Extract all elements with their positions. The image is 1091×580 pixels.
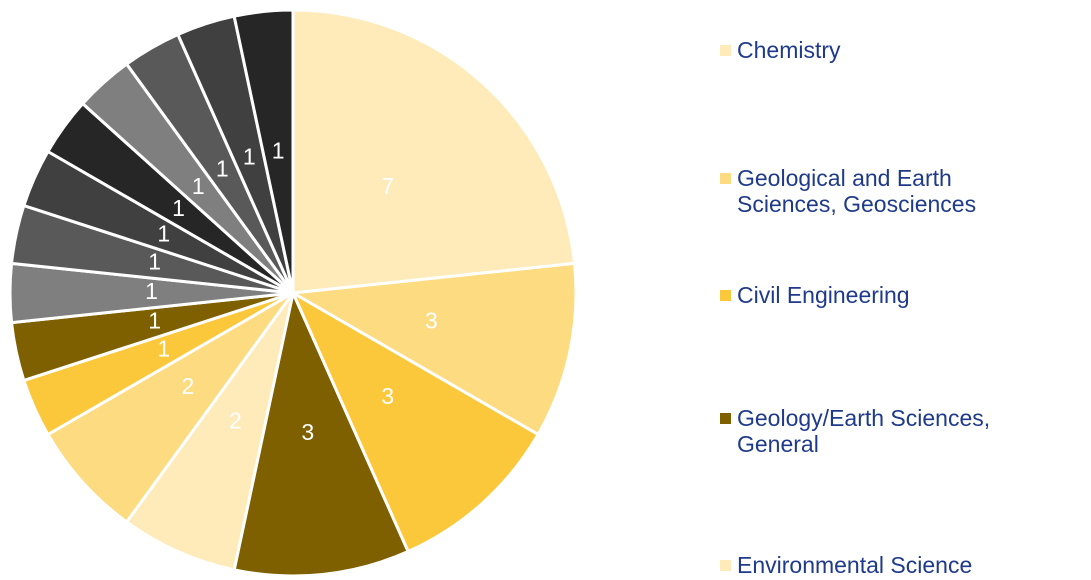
- legend-item: Civil Engineering: [720, 282, 1027, 308]
- legend-item: Geological and Earth Sciences, Geoscienc…: [720, 165, 1027, 217]
- data-label: 1: [243, 144, 256, 170]
- legend-item: Geology/Earth Sciences, General: [720, 405, 1027, 457]
- data-label: 1: [272, 137, 285, 163]
- pie-slice: [289, 289, 541, 554]
- pie-slice: [232, 288, 411, 578]
- legend-swatch: [720, 560, 731, 571]
- pie-slice: [288, 261, 578, 437]
- data-label: 3: [381, 383, 394, 409]
- legend-item: Environmental Science: [720, 552, 1027, 578]
- legend-item: Chemistry: [720, 37, 1027, 63]
- data-label: 1: [192, 173, 205, 199]
- legend-label: Civil Engineering: [737, 282, 910, 308]
- data-label: 2: [181, 373, 194, 399]
- data-label: 1: [145, 278, 158, 304]
- legend-label: Environmental Science: [737, 552, 973, 578]
- data-label: 3: [425, 307, 438, 333]
- data-label: 1: [148, 249, 161, 275]
- data-label: 3: [301, 419, 314, 445]
- data-label: 1: [172, 195, 185, 221]
- legend-swatch: [720, 45, 731, 56]
- pie-slice: [232, 8, 295, 294]
- legend-label: Geology/Earth Sciences, General: [737, 405, 991, 457]
- legend-swatch: [720, 413, 731, 424]
- pie-slice: [124, 292, 295, 572]
- data-label: 1: [157, 336, 170, 362]
- data-label: 1: [216, 156, 229, 182]
- legend-swatch: [720, 290, 731, 301]
- data-label: 7: [381, 173, 394, 199]
- data-label: 2: [229, 407, 242, 433]
- legend-swatch: [720, 173, 731, 184]
- legend-label: Geological and Earth Sciences, Geoscienc…: [737, 165, 977, 217]
- data-label: 1: [157, 221, 170, 247]
- pie-slice: [291, 8, 577, 295]
- data-label: 1: [148, 307, 161, 333]
- pie-slice: [45, 291, 295, 525]
- legend-label: Chemistry: [737, 37, 841, 63]
